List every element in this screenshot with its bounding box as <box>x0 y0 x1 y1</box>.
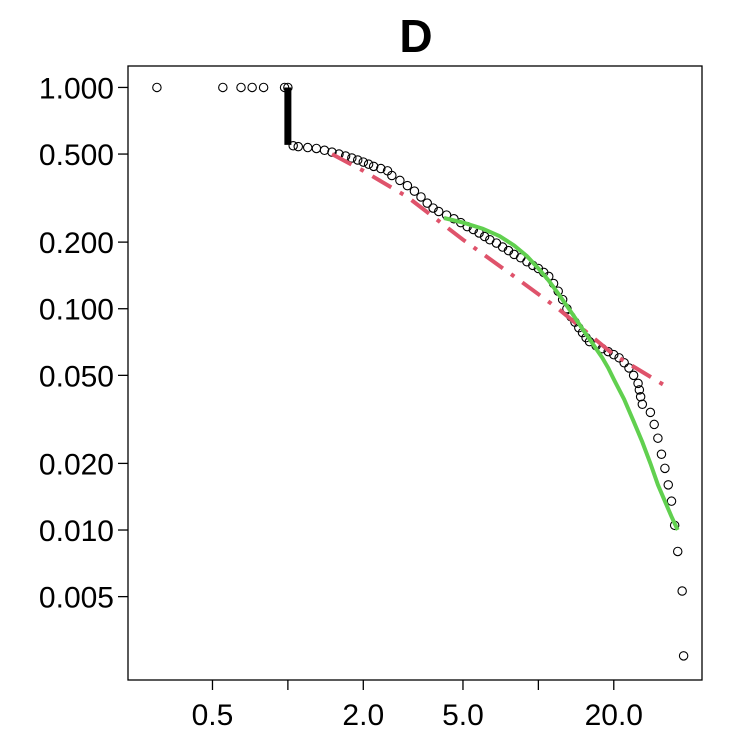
y-tick-label: 0.020 <box>39 448 114 481</box>
data-point <box>311 143 322 154</box>
x-axis: 0.5 2.0 5.0 20.0 <box>192 680 643 732</box>
x-tick-label: 0.5 <box>192 699 234 732</box>
data-point <box>614 353 624 363</box>
data-point <box>363 159 374 169</box>
data-point <box>633 378 643 389</box>
y-tick-label: 0.050 <box>39 360 114 393</box>
data-point <box>653 433 663 443</box>
data-point <box>557 294 568 305</box>
data-point <box>279 82 290 93</box>
data-point <box>288 141 298 151</box>
data-point <box>433 206 444 217</box>
data-point <box>236 82 246 93</box>
data-point <box>656 449 667 459</box>
data-point <box>402 180 413 191</box>
x-tick-label: 5.0 <box>442 699 484 732</box>
data-point <box>387 170 397 181</box>
x-tick-label: 2.0 <box>342 699 384 732</box>
data-point <box>645 407 656 418</box>
plot-layer <box>152 82 689 661</box>
data-point <box>609 349 619 360</box>
data-point <box>628 370 639 381</box>
data-point <box>352 155 363 165</box>
plot-frame <box>127 65 703 681</box>
dash-dot-fit-line <box>331 152 670 390</box>
data-point <box>677 586 687 596</box>
data-point <box>660 463 670 474</box>
y-tick-label: 0.010 <box>39 515 114 548</box>
data-point <box>422 198 432 208</box>
data-point <box>152 82 162 93</box>
y-tick-label: 1.000 <box>39 72 114 105</box>
data-point <box>479 231 490 242</box>
data-point <box>218 82 228 93</box>
data-point <box>416 192 426 202</box>
data-point <box>491 238 502 248</box>
data-point <box>258 82 269 93</box>
data-point <box>428 203 438 213</box>
y-tick-label: 0.200 <box>39 227 114 260</box>
data-point <box>635 392 646 402</box>
y-tick-label: 0.005 <box>39 582 114 615</box>
data-point <box>319 145 330 156</box>
data-point <box>663 480 674 490</box>
data-point <box>347 153 357 163</box>
y-tick-label: 0.100 <box>39 294 114 327</box>
data-point <box>619 358 629 368</box>
data-point <box>376 163 386 174</box>
data-point <box>649 419 659 430</box>
data-point <box>672 546 683 557</box>
data-point <box>368 161 379 172</box>
data-point <box>293 141 304 152</box>
y-axis: 1.000 0.500 0.200 0.100 0.050 0.020 0.010 0.005 <box>39 72 128 615</box>
x-tick-label: 20.0 <box>585 699 643 732</box>
data-point <box>395 175 405 186</box>
data-point <box>358 157 369 167</box>
data-point <box>634 385 645 395</box>
data-point <box>302 142 313 153</box>
solid-fit-line <box>443 216 680 531</box>
data-point <box>678 651 689 661</box>
chart-title: D <box>399 10 432 62</box>
data-point <box>409 186 420 196</box>
data-point <box>637 399 648 410</box>
data-point <box>666 496 677 506</box>
data-point <box>283 82 293 93</box>
data-point <box>247 82 257 93</box>
y-tick-label: 0.500 <box>39 139 114 172</box>
